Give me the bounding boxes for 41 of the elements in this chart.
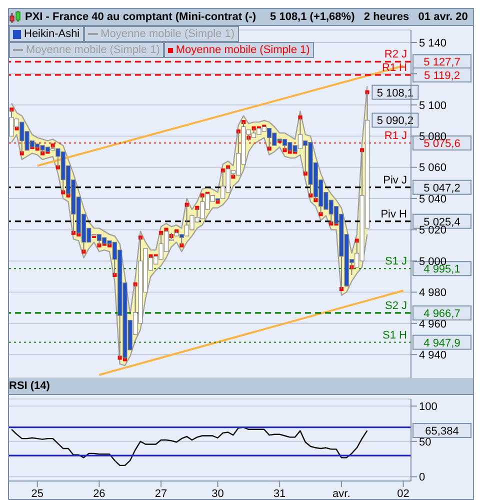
line-series xyxy=(10,426,368,466)
legend-label: Moyenne mobile (Simple 1) xyxy=(100,28,235,40)
text: 5 127,7 xyxy=(424,56,460,69)
y-tick-label: 50 xyxy=(419,436,432,448)
text: 5 090,2 xyxy=(376,115,414,128)
chart-title: PXI - France 40 au comptant (Mini-contrat (-) xyxy=(25,11,256,23)
chart-title: RSI (14) xyxy=(9,380,50,392)
ref-line-label: S2 J xyxy=(384,300,407,312)
y-tick-label: 5 060 xyxy=(419,162,447,174)
y-tick-label: 5 140 xyxy=(419,37,447,50)
legend-label: Heikin-Ashi xyxy=(24,28,80,40)
y-tick-label: 4 960 xyxy=(419,318,447,330)
category-label: 27 xyxy=(154,488,168,500)
legend-label: Moyenne mobile (Simple 1) xyxy=(176,44,310,56)
ref-line-label: R1 J xyxy=(384,130,407,142)
ref-line-label: S1 H xyxy=(382,329,408,342)
category-label: 02 xyxy=(397,488,410,500)
category-label: 25 xyxy=(31,488,44,500)
y-tick-label: 100 xyxy=(419,400,438,413)
ref-line-label: Piv J xyxy=(383,174,407,186)
chart-subtitle: 5 108,1 (+1,68%) 2 heures 01 avr. 20 xyxy=(270,11,468,23)
ref-line-label: S1 J xyxy=(384,256,407,268)
y-tick-label: 5 100 xyxy=(419,100,447,112)
text: 5 047,2 xyxy=(424,182,460,194)
ref-line-label: R2 J xyxy=(384,48,407,61)
text: 65,384 xyxy=(425,426,459,438)
category-label: 26 xyxy=(93,488,106,500)
category-label: 31 xyxy=(273,488,286,500)
category-label: avr. xyxy=(332,488,350,500)
line-series xyxy=(10,86,368,315)
y-tick-label: 5 040 xyxy=(419,193,447,206)
text: 4 947,9 xyxy=(424,337,460,350)
y-tick-label: 0 xyxy=(419,472,426,484)
y-tick-label: 4 940 xyxy=(419,349,447,362)
line-series xyxy=(10,134,368,366)
y-tick-label: 4 980 xyxy=(419,287,447,300)
ref-line-label: Piv H xyxy=(380,208,408,220)
legend-label: Moyenne mobile (Simple 1) xyxy=(26,44,160,56)
category-label: 30 xyxy=(212,488,224,500)
text: 5 119,2 xyxy=(424,70,460,82)
text: 4 966,7 xyxy=(424,308,460,320)
